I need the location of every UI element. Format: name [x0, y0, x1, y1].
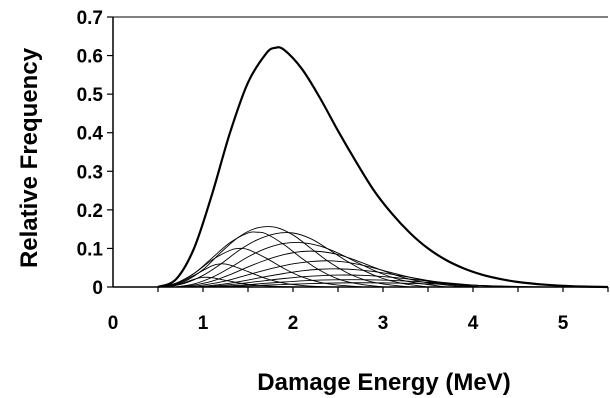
y-tick-label: 0.7 [77, 8, 103, 29]
y-tick-label: 0.4 [77, 124, 104, 145]
x-tick-label: 0 [108, 313, 119, 334]
y-tick-label: 0.2 [77, 201, 103, 222]
y-tick-label: 0 [92, 278, 103, 299]
y-tick-label: 0.1 [77, 239, 104, 260]
series-layer [157, 46, 609, 289]
x-tick-label: 5 [558, 313, 569, 334]
component-line-6 [166, 232, 429, 288]
total-distribution-line [157, 46, 609, 289]
component-line-4 [157, 231, 384, 288]
x-tick-label: 4 [468, 313, 479, 334]
x-tick-label: 1 [198, 313, 209, 334]
y-tick-label: 0.6 [77, 47, 103, 68]
component-line-10 [193, 268, 483, 288]
x-tick-label: 2 [288, 313, 299, 334]
component-line-7 [175, 241, 447, 288]
ticks-layer: 0 0.1 0.2 0.3 0.4 0.5 0.6 0.7 0 1 2 3 4 5 [77, 8, 609, 334]
component-line-13 [220, 282, 546, 288]
axes-layer [112, 16, 608, 288]
y-tick-label: 0.5 [77, 85, 104, 106]
x-axis-title: Damage Energy (MeV) [257, 369, 510, 396]
component-line-11 [202, 274, 501, 288]
component-line-2 [157, 263, 339, 288]
y-axis-title: Relative Frequency [16, 47, 43, 268]
component-line-8 [175, 250, 465, 288]
x-tick-label: 3 [378, 313, 389, 334]
y-tick-label: 0.3 [77, 162, 103, 183]
